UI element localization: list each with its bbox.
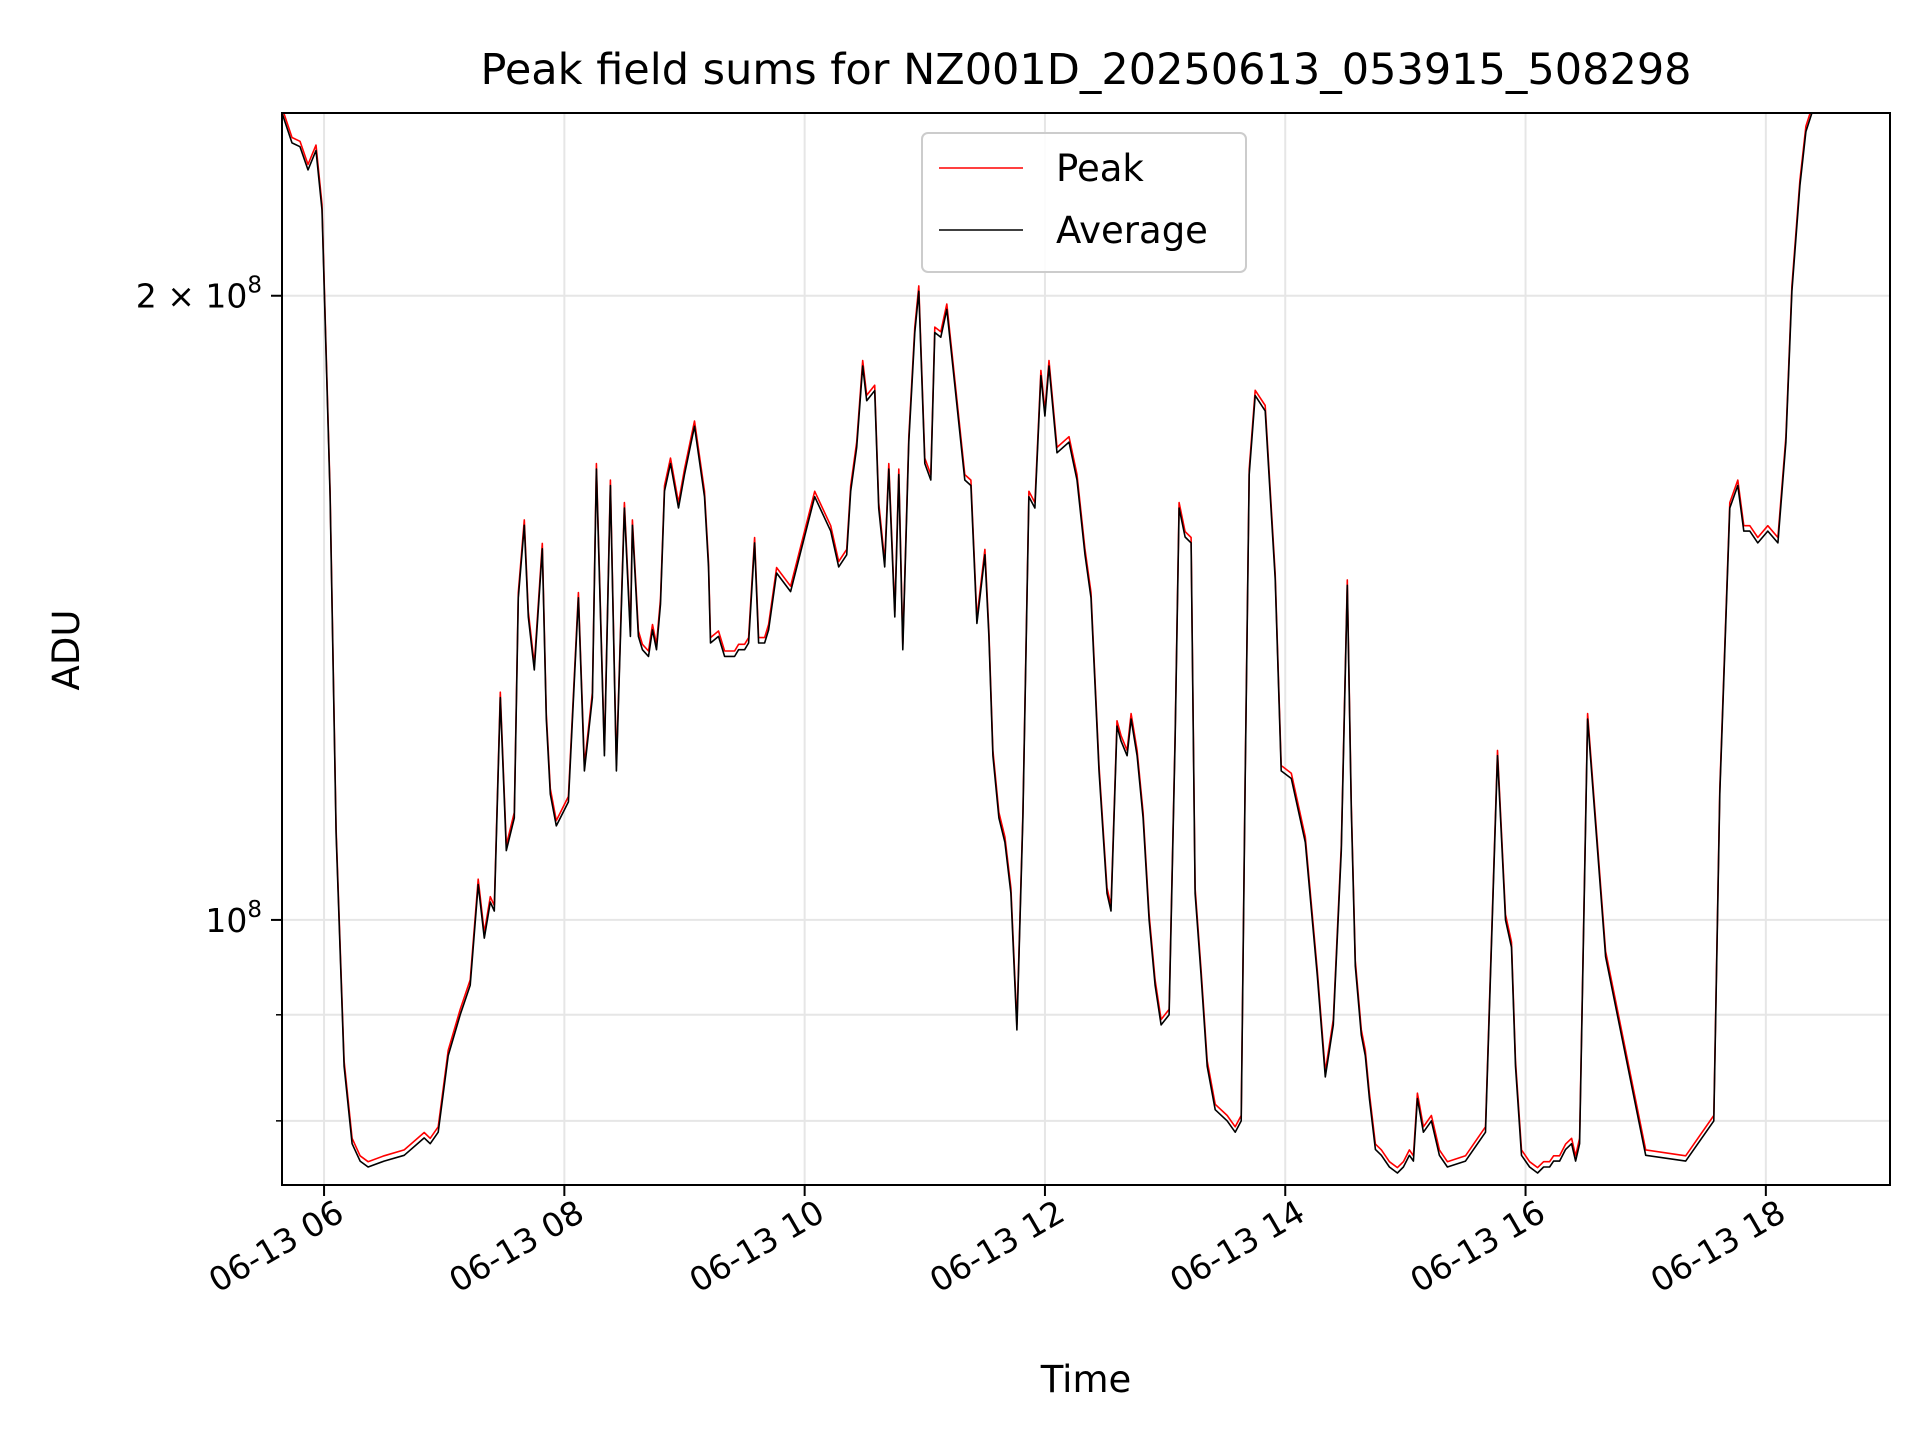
legend: Peak Average [921, 132, 1247, 273]
y-tick-label: 108 [205, 897, 262, 940]
y-tick-exponent: 8 [247, 273, 262, 299]
y-tick-base: 10 [205, 901, 247, 940]
series-line-average [282, 113, 1813, 1174]
legend-label-average: Average [1056, 209, 1208, 252]
y-tick-base: 10 [205, 277, 247, 316]
series-layer [282, 113, 1813, 1174]
x-axis-label: Time [1040, 1358, 1132, 1401]
y-tick-coef: 2 × [136, 277, 206, 316]
plot-frame [281, 112, 1891, 1186]
y-tick-label: 2 × 108 [136, 273, 262, 316]
y-tick-exponent: 8 [247, 897, 262, 923]
y-axis-label: ADU [45, 610, 88, 691]
legend-label-peak: Peak [1056, 147, 1144, 190]
plot-area [282, 113, 1813, 1174]
grid [282, 113, 1890, 1185]
chart-title: Peak field sums for NZ001D_20250613_0539… [480, 45, 1691, 95]
